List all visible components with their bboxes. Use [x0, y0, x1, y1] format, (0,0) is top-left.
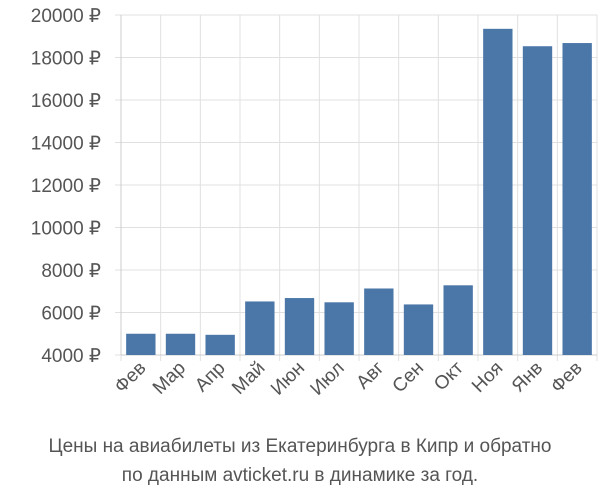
y-tick-label: 10000 ₽: [31, 219, 101, 240]
x-tick-label: Авг: [353, 358, 389, 394]
x-tick-label: Мар: [149, 358, 190, 399]
x-tick-label: Окт: [430, 357, 468, 395]
y-tick-label: 4000 ₽: [41, 346, 101, 367]
bar: [403, 304, 434, 355]
bar: [126, 333, 156, 355]
bar: [562, 43, 592, 356]
y-axis-tick-labels: 4000 ₽ 6000 ₽ 8000 ₽ 10000 ₽ 12000 ₽ 14000 ₽ 1…: [31, 6, 101, 367]
bar: [364, 288, 394, 355]
bar: [522, 46, 553, 356]
x-tick-label: Май: [228, 358, 269, 399]
bar: [324, 302, 354, 355]
bar: [284, 298, 315, 355]
y-tick-label: 14000 ₽: [31, 134, 101, 155]
x-tick-label: Июн: [267, 358, 309, 400]
bar: [165, 333, 196, 355]
y-tick-label: 6000 ₽: [41, 304, 101, 325]
chart-caption-line-2: по данным avticket.ru в динамике за год.: [121, 465, 479, 486]
bar: [483, 28, 513, 355]
chart-caption-line-1: Цены на авиабилеты из Екатеринбурга в Ки…: [48, 436, 552, 457]
x-tick-label: Янв: [508, 358, 547, 397]
x-tick-label: Ноя: [468, 358, 507, 397]
bar: [245, 301, 275, 355]
bar: [443, 285, 473, 355]
x-tick-label: Апр: [191, 358, 230, 397]
axes: [120, 15, 597, 356]
bars: [126, 28, 592, 356]
x-tick-label: Фев: [547, 358, 587, 398]
y-tick-label: 8000 ₽: [41, 261, 101, 282]
bar: [205, 334, 235, 355]
grid-lines: [115, 14, 598, 361]
y-tick-label: 18000 ₽: [31, 49, 101, 70]
x-tick-label: Июл: [307, 358, 349, 400]
y-tick-label: 12000 ₽: [31, 176, 101, 197]
price-bar-chart: 4000 ₽ 6000 ₽ 8000 ₽ 10000 ₽ 12000 ₽ 14000 ₽ 1…: [31, 6, 598, 400]
y-tick-label: 20000 ₽: [31, 6, 101, 27]
y-tick-label: 16000 ₽: [31, 91, 101, 112]
x-tick-label: Сен: [389, 358, 428, 397]
x-tick-label: Фев: [111, 358, 151, 398]
